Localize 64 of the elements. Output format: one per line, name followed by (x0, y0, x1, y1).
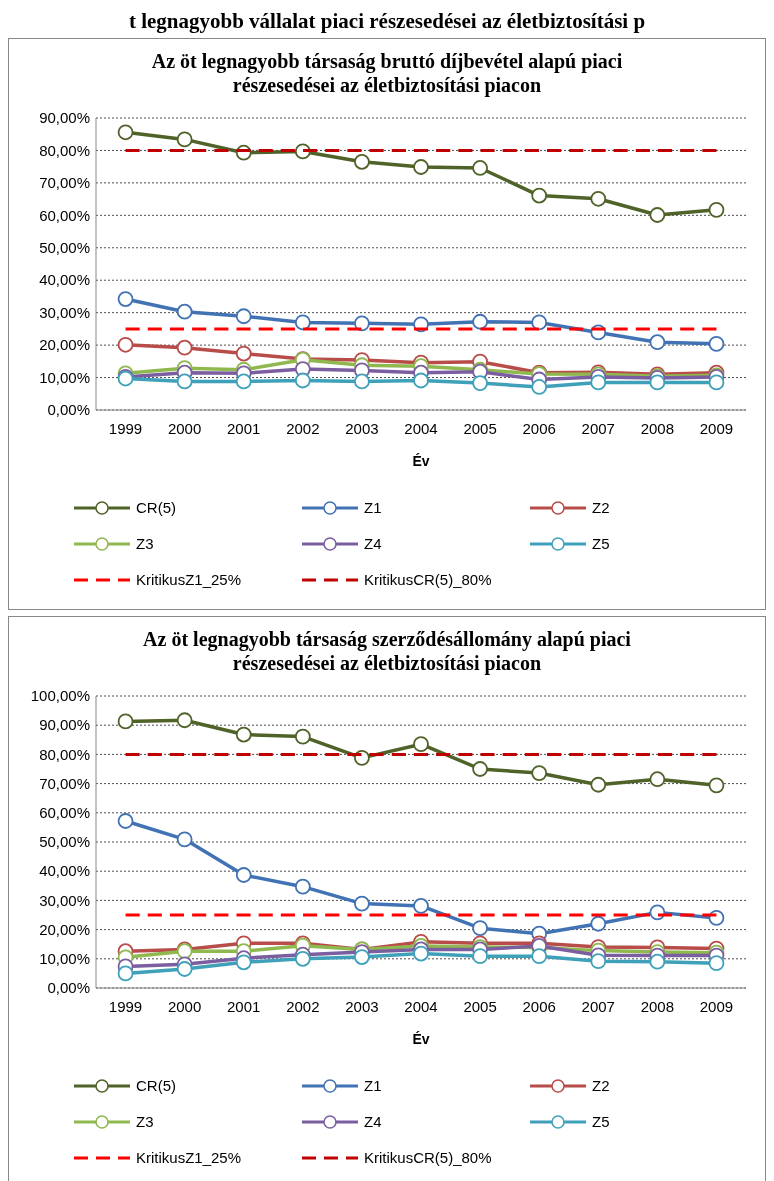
legend-label: Z2 (592, 1077, 610, 1095)
legend-label: KritikusCR(5)_80% (364, 1149, 492, 1167)
chart-title: Az öt legnagyobb társaság szerződésállomány alapú piaci részesedései az életbiztosítási piacon (143, 628, 632, 675)
y-tick-label: 50,00% (39, 239, 90, 257)
x-tick-label: 1999 (108, 998, 143, 1015)
y-tick-label: 70,00% (39, 774, 90, 792)
y-tick-label: 70,00% (39, 174, 90, 192)
y-tick-label: 90,00% (39, 716, 90, 734)
legend-label: Z1 (364, 499, 382, 517)
legend-label: Z3 (136, 535, 154, 553)
y-tick-label: 100,00% (30, 687, 90, 705)
y-tick-label: 60,00% (39, 804, 90, 822)
x-tick-label: 1999 (108, 420, 143, 437)
x-tick-label: 2004 (404, 998, 438, 1015)
y-tick-label: 50,00% (39, 833, 90, 851)
legend-label: KritikusCR(5)_80% (364, 571, 492, 589)
x-axis-title: Év (412, 453, 430, 469)
legend-label: Z4 (364, 1113, 382, 1131)
legend-label: Z4 (364, 535, 382, 553)
legend-label: CR(5) (136, 1077, 176, 1095)
x-tick-label: 2003 (345, 998, 379, 1015)
x-tick-label: 2006 (522, 420, 556, 437)
x-tick-label: 2000 (167, 998, 202, 1015)
y-tick-label: 20,00% (39, 920, 90, 938)
legend-label: CR(5) (136, 499, 176, 517)
text: t legnagyobb vállalat piaci részesedései az életbiztosítási p (128, 9, 646, 33)
y-tick-label: 90,00% (39, 109, 90, 127)
legend-label: Z2 (592, 499, 610, 517)
x-tick-label: 2005 (463, 998, 497, 1015)
y-tick-label: 30,00% (39, 303, 90, 321)
x-tick-label: 2002 (286, 420, 320, 437)
legend-label: Z5 (592, 1113, 610, 1131)
legend-label: Z5 (592, 535, 610, 553)
y-tick-label: 0,00% (47, 979, 90, 997)
x-tick-label: 2007 (581, 420, 615, 437)
x-tick-label: 2000 (167, 420, 202, 437)
legend-label: Z3 (136, 1113, 154, 1131)
x-tick-label: 2001 (227, 420, 261, 437)
y-tick-label: 40,00% (39, 271, 90, 289)
x-axis-title: Év (412, 1031, 430, 1047)
x-tick-label: 2008 (640, 420, 675, 437)
x-tick-label: 2009 (699, 420, 734, 437)
x-tick-label: 2006 (522, 998, 556, 1015)
x-tick-label: 2008 (640, 998, 675, 1015)
y-tick-label: 40,00% (39, 862, 90, 880)
y-tick-label: 30,00% (39, 891, 90, 909)
x-tick-label: 2002 (286, 998, 320, 1015)
x-tick-label: 2001 (227, 998, 261, 1015)
y-tick-label: 80,00% (39, 141, 90, 159)
x-tick-label: 2005 (463, 420, 497, 437)
y-tick-label: 0,00% (47, 401, 90, 419)
legend-label: Z1 (364, 1077, 382, 1095)
legend-label: KritikusZ1_25% (136, 571, 242, 589)
y-tick-label: 60,00% (39, 206, 90, 224)
x-tick-label: 2009 (699, 998, 734, 1015)
x-tick-label: 2004 (404, 420, 438, 437)
x-tick-label: 2003 (345, 420, 379, 437)
y-tick-label: 10,00% (39, 368, 90, 386)
y-tick-label: 80,00% (39, 745, 90, 763)
chart-title: Az öt legnagyobb társaság bruttó díjbevétel alapú piaci részesedései az életbiztosítási piacon (151, 50, 623, 97)
y-tick-label: 20,00% (39, 336, 90, 354)
legend-label: KritikusZ1_25% (136, 1149, 242, 1167)
y-tick-label: 10,00% (39, 950, 90, 968)
x-tick-label: 2007 (581, 998, 615, 1015)
